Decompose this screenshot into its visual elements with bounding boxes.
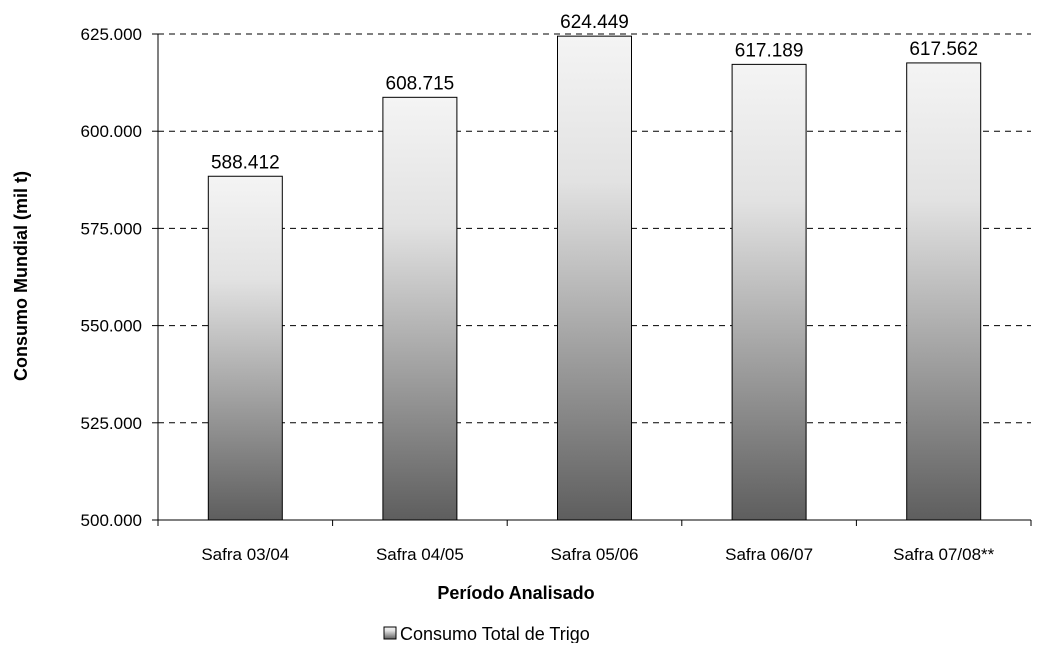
data-label: 617.562: [909, 39, 978, 60]
axes: [152, 33, 1032, 526]
gridlines: [158, 33, 1031, 424]
bar: [382, 96, 458, 521]
y-tick-label: 525.000: [81, 414, 142, 433]
y-tick-label: 600.000: [81, 122, 142, 141]
y-tick-label: 550.000: [81, 317, 142, 336]
y-tick-label: 625.000: [81, 25, 142, 44]
data-label: 617.189: [735, 40, 804, 61]
bars: [207, 35, 982, 521]
data-label: 608.715: [386, 73, 455, 94]
data-label: 624.449: [560, 12, 629, 33]
x-tick-label: Safra 03/04: [201, 545, 289, 564]
bar: [207, 175, 283, 521]
data-label: 588.412: [211, 152, 280, 173]
legend-label: Consumo Total de Trigo: [400, 624, 590, 643]
y-axis-title: Consumo Mundial (mil t): [11, 171, 31, 381]
x-tick-label: Safra 06/07: [725, 545, 813, 564]
y-tick-label: 500.000: [81, 511, 142, 530]
legend: Consumo Total de Trigo: [383, 624, 590, 644]
legend-swatch: [383, 626, 397, 640]
x-tick-label: Safra 04/05: [376, 545, 464, 564]
x-tick-label: Safra 07/08**: [893, 545, 995, 564]
bar: [557, 35, 632, 521]
bar: [906, 62, 982, 521]
y-tick-label: 575.000: [81, 219, 142, 238]
bar: [731, 63, 807, 521]
labels: 500.000 525.000 550.000 575.000 600.000 625.0…: [81, 12, 995, 564]
x-axis-title: Período Analisado: [437, 583, 594, 603]
x-tick-label: Safra 05/06: [551, 545, 639, 564]
